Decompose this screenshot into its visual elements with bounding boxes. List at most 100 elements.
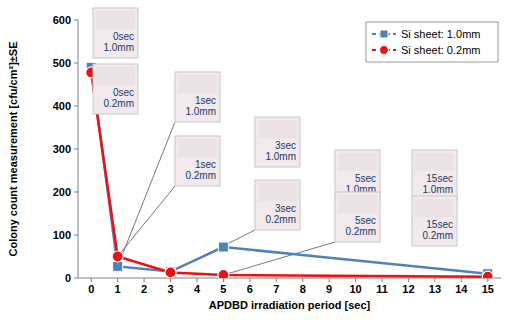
x-tick-label: 10	[349, 283, 361, 295]
x-tick-label: 9	[326, 283, 332, 295]
background	[0, 0, 512, 321]
series-line	[91, 67, 488, 273]
thumbnail-image	[255, 117, 300, 167]
y-tick	[74, 149, 78, 150]
connector	[118, 186, 175, 257]
thumbnail: 0sec1.0mm	[93, 8, 138, 58]
annotation-text: 5sec	[355, 215, 376, 226]
thumbnail-image	[93, 64, 138, 114]
annotation-text: 1.0mm	[422, 184, 453, 195]
legend-box	[366, 22, 498, 62]
chart: 0100200300400500600012345678910111213141…	[0, 0, 512, 321]
plot-data	[86, 62, 494, 278]
x-tick	[170, 278, 171, 282]
y-tick-label: 100	[53, 229, 71, 241]
x-tick	[91, 278, 92, 282]
y-tick-label: 600	[53, 14, 71, 26]
annotation-text: 0.2mm	[103, 98, 134, 109]
thumbnail-texture	[415, 153, 454, 171]
y-tick	[74, 192, 78, 193]
thumbnail-image	[335, 192, 380, 242]
connector	[223, 242, 335, 275]
y-tick	[74, 235, 78, 236]
x-tick-label: 13	[429, 283, 441, 295]
y-tick-label: 400	[53, 100, 71, 112]
marker	[218, 269, 229, 278]
x-tick	[461, 278, 462, 282]
x-tick	[434, 278, 435, 282]
thumbnail-image	[175, 72, 220, 122]
annotation-text: 1.0mm	[103, 42, 134, 53]
x-tick	[382, 278, 383, 282]
thumbnail-texture	[96, 67, 135, 85]
x-tick-label: 2	[141, 283, 147, 295]
marker	[165, 267, 176, 278]
y-tick-label: 500	[53, 57, 71, 69]
thumbnail-image	[175, 136, 220, 186]
x-tick-label: 5	[220, 283, 226, 295]
thumbnail-texture	[178, 139, 217, 157]
thumbnail-texture	[178, 75, 217, 93]
thumbnail-texture	[338, 153, 377, 171]
marker	[380, 30, 388, 38]
annotation-text: 1sec	[195, 159, 216, 170]
thumbnail-image	[412, 196, 457, 246]
annotation-text: 0sec	[113, 87, 134, 98]
x-tick-label: 6	[247, 283, 253, 295]
x-tick	[329, 278, 330, 282]
thumbnail: 3sec1.0mm	[255, 117, 300, 167]
marker	[112, 251, 123, 262]
thumbnail: 1sec0.2mm	[175, 136, 220, 186]
x-tick-label: 7	[273, 283, 279, 295]
y-tick-label: 0	[65, 272, 71, 284]
y-tick-label: 200	[53, 186, 71, 198]
marker	[482, 271, 493, 278]
annotation-text: 0.2mm	[422, 230, 453, 241]
annotation-text: 1.0mm	[185, 106, 216, 117]
annotation-text: 1sec	[195, 95, 216, 106]
x-tick-label: 8	[300, 283, 306, 295]
x-tick-label: 3	[167, 283, 173, 295]
annotation-text: 1.0mm	[265, 151, 296, 162]
thumbnail: 1sec1.0mm	[175, 72, 220, 122]
connector	[118, 122, 175, 266]
annotation-text: 0sec	[113, 31, 134, 42]
thumbnail-image	[255, 180, 300, 230]
x-tick	[196, 278, 197, 282]
annotation-text: 3sec	[275, 140, 296, 151]
x-tick	[223, 278, 224, 282]
marker	[113, 261, 123, 271]
thumbnail-texture	[258, 183, 297, 201]
annotation-text: 3sec	[275, 203, 296, 214]
annotation-text: 0.2mm	[185, 170, 216, 181]
thumbnail: 15sec1.0mm	[412, 150, 457, 200]
x-tick-label: 1	[115, 283, 121, 295]
thumbnail: 0sec0.2mm	[93, 64, 138, 114]
thumbnail: 5sec0.2mm	[335, 192, 380, 242]
x-tick-label: 0	[88, 283, 94, 295]
thumbnail: 15sec0.2mm	[412, 196, 457, 246]
x-tick	[487, 278, 488, 282]
annotation-text: 5sec	[355, 173, 376, 184]
annotation-text: 15sec	[426, 219, 453, 230]
annotation-text: 15sec	[426, 173, 453, 184]
thumbnail-texture	[338, 195, 377, 213]
x-tick	[249, 278, 250, 282]
x-tick	[117, 278, 118, 282]
x-axis	[78, 278, 501, 279]
series-line	[91, 72, 488, 276]
x-tick-label: 15	[482, 283, 494, 295]
x-tick-label: 4	[194, 283, 201, 295]
y-tick	[74, 63, 78, 64]
marker	[380, 46, 389, 55]
x-tick-label: 14	[455, 283, 468, 295]
marker	[218, 242, 228, 252]
thumbnail-texture	[415, 199, 454, 217]
legend-label: Si sheet: 1.0mm	[401, 28, 480, 40]
x-tick	[276, 278, 277, 282]
legend: Si sheet: 1.0mmSi sheet: 0.2mm	[366, 22, 498, 62]
y-axis-label: Colony count measurement [cfu/cm²]±SE	[7, 41, 19, 256]
annotation-text: 0.2mm	[345, 226, 376, 237]
thumbnail-texture	[96, 11, 135, 29]
y-tick	[74, 20, 78, 21]
